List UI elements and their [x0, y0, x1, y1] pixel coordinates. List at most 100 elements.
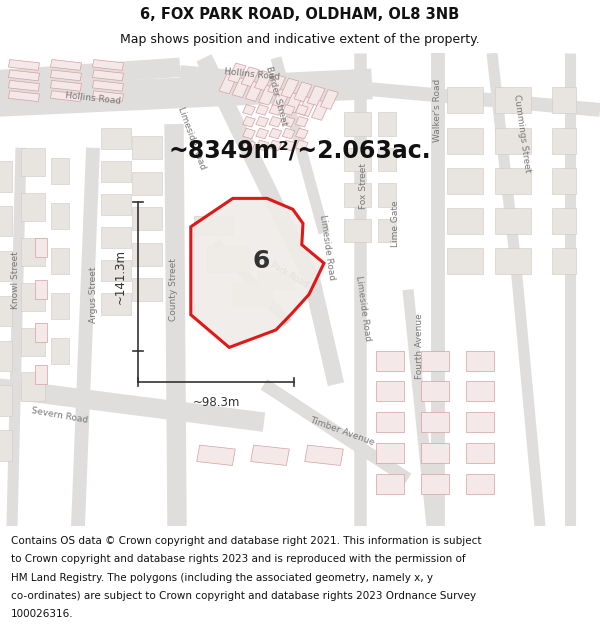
Text: Hollins Road: Hollins Road [65, 91, 121, 106]
Bar [21, 372, 45, 401]
Bar [466, 474, 494, 494]
Bar [466, 443, 494, 463]
Text: Lime Gate: Lime Gate [392, 200, 401, 247]
Bar [282, 140, 295, 151]
Bar [311, 101, 329, 120]
Bar [343, 219, 371, 243]
Bar [552, 88, 576, 114]
Bar [21, 148, 45, 176]
Bar [466, 351, 494, 371]
Bar [268, 74, 286, 94]
Bar [51, 248, 69, 274]
Bar [242, 116, 256, 127]
Bar [242, 140, 256, 151]
Text: 100026316.: 100026316. [11, 609, 73, 619]
Bar [35, 280, 47, 299]
Bar [8, 91, 40, 102]
Bar [51, 293, 69, 319]
Polygon shape [191, 198, 324, 348]
Bar [376, 443, 404, 463]
Bar [320, 89, 338, 109]
Bar [552, 208, 576, 234]
Bar [50, 59, 82, 71]
Bar [101, 127, 131, 149]
Bar [495, 208, 531, 234]
Bar [447, 208, 483, 234]
Bar [282, 104, 295, 115]
Bar [495, 168, 531, 194]
Bar [378, 148, 396, 171]
Bar [92, 91, 124, 102]
Text: Cummings Street: Cummings Street [512, 94, 532, 173]
Bar [8, 59, 40, 71]
Bar [269, 128, 282, 139]
Bar [241, 67, 259, 87]
Bar [447, 248, 483, 274]
Text: ~8349m²/~2.063ac.: ~8349m²/~2.063ac. [169, 138, 431, 162]
Bar [132, 208, 162, 230]
Bar [132, 243, 162, 266]
Text: Argus Street: Argus Street [89, 266, 97, 322]
Bar [305, 445, 343, 466]
Text: Timber Avenue: Timber Avenue [308, 416, 376, 447]
Bar [421, 474, 449, 494]
Bar [232, 282, 271, 306]
Text: 6: 6 [253, 249, 269, 273]
Text: Limeside Road: Limeside Road [354, 275, 372, 342]
Text: HM Land Registry. The polygons (including the associated geometry, namely x, y: HM Land Registry. The polygons (includin… [11, 572, 433, 582]
Bar [495, 248, 531, 274]
Bar [285, 93, 303, 112]
Bar [421, 381, 449, 401]
Bar [295, 116, 308, 127]
Bar [197, 445, 235, 466]
Bar [132, 278, 162, 301]
Bar [254, 71, 272, 91]
Bar [269, 104, 282, 115]
Bar [0, 431, 12, 461]
Bar [343, 112, 371, 136]
Text: to Crown copyright and database rights 2023 and is reproduced with the permissio: to Crown copyright and database rights 2… [11, 554, 466, 564]
Bar [256, 128, 269, 139]
Bar [376, 412, 404, 432]
Bar [251, 445, 289, 466]
Bar [35, 322, 47, 342]
Bar [51, 158, 69, 184]
Bar [466, 412, 494, 432]
Bar [495, 88, 531, 114]
Bar [294, 82, 312, 102]
Bar [92, 70, 124, 81]
Text: Contains OS data © Crown copyright and database right 2021. This information is : Contains OS data © Crown copyright and d… [11, 536, 481, 546]
Bar [232, 78, 250, 98]
Bar [281, 78, 299, 98]
Text: ~141.3m: ~141.3m [114, 249, 127, 304]
Bar [282, 128, 295, 139]
Bar [132, 136, 162, 159]
Text: Limeside Road: Limeside Road [176, 106, 208, 171]
Bar [378, 183, 396, 207]
Bar [0, 296, 12, 326]
Text: County Street: County Street [170, 258, 179, 321]
Bar [256, 116, 269, 127]
Bar [193, 216, 233, 235]
Bar [0, 386, 12, 416]
Bar [495, 127, 531, 154]
Bar [0, 161, 12, 191]
Bar [21, 238, 45, 266]
Text: Limeside Road: Limeside Road [318, 214, 336, 281]
Bar [447, 168, 483, 194]
Bar [35, 366, 47, 384]
Text: ~98.3m: ~98.3m [193, 396, 239, 409]
Bar [269, 116, 282, 127]
Bar [343, 183, 371, 207]
Bar [258, 272, 294, 289]
Bar [552, 127, 576, 154]
Bar [92, 81, 124, 91]
Text: 6, FOX PARK ROAD, OLDHAM, OL8 3NB: 6, FOX PARK ROAD, OLDHAM, OL8 3NB [140, 8, 460, 22]
Bar [51, 203, 69, 229]
Bar [256, 104, 269, 115]
Bar [256, 140, 269, 151]
Text: co-ordinates) are subject to Crown copyright and database rights 2023 Ordnance S: co-ordinates) are subject to Crown copyr… [11, 591, 476, 601]
Bar [466, 381, 494, 401]
Bar [50, 70, 82, 81]
Bar [307, 86, 325, 106]
